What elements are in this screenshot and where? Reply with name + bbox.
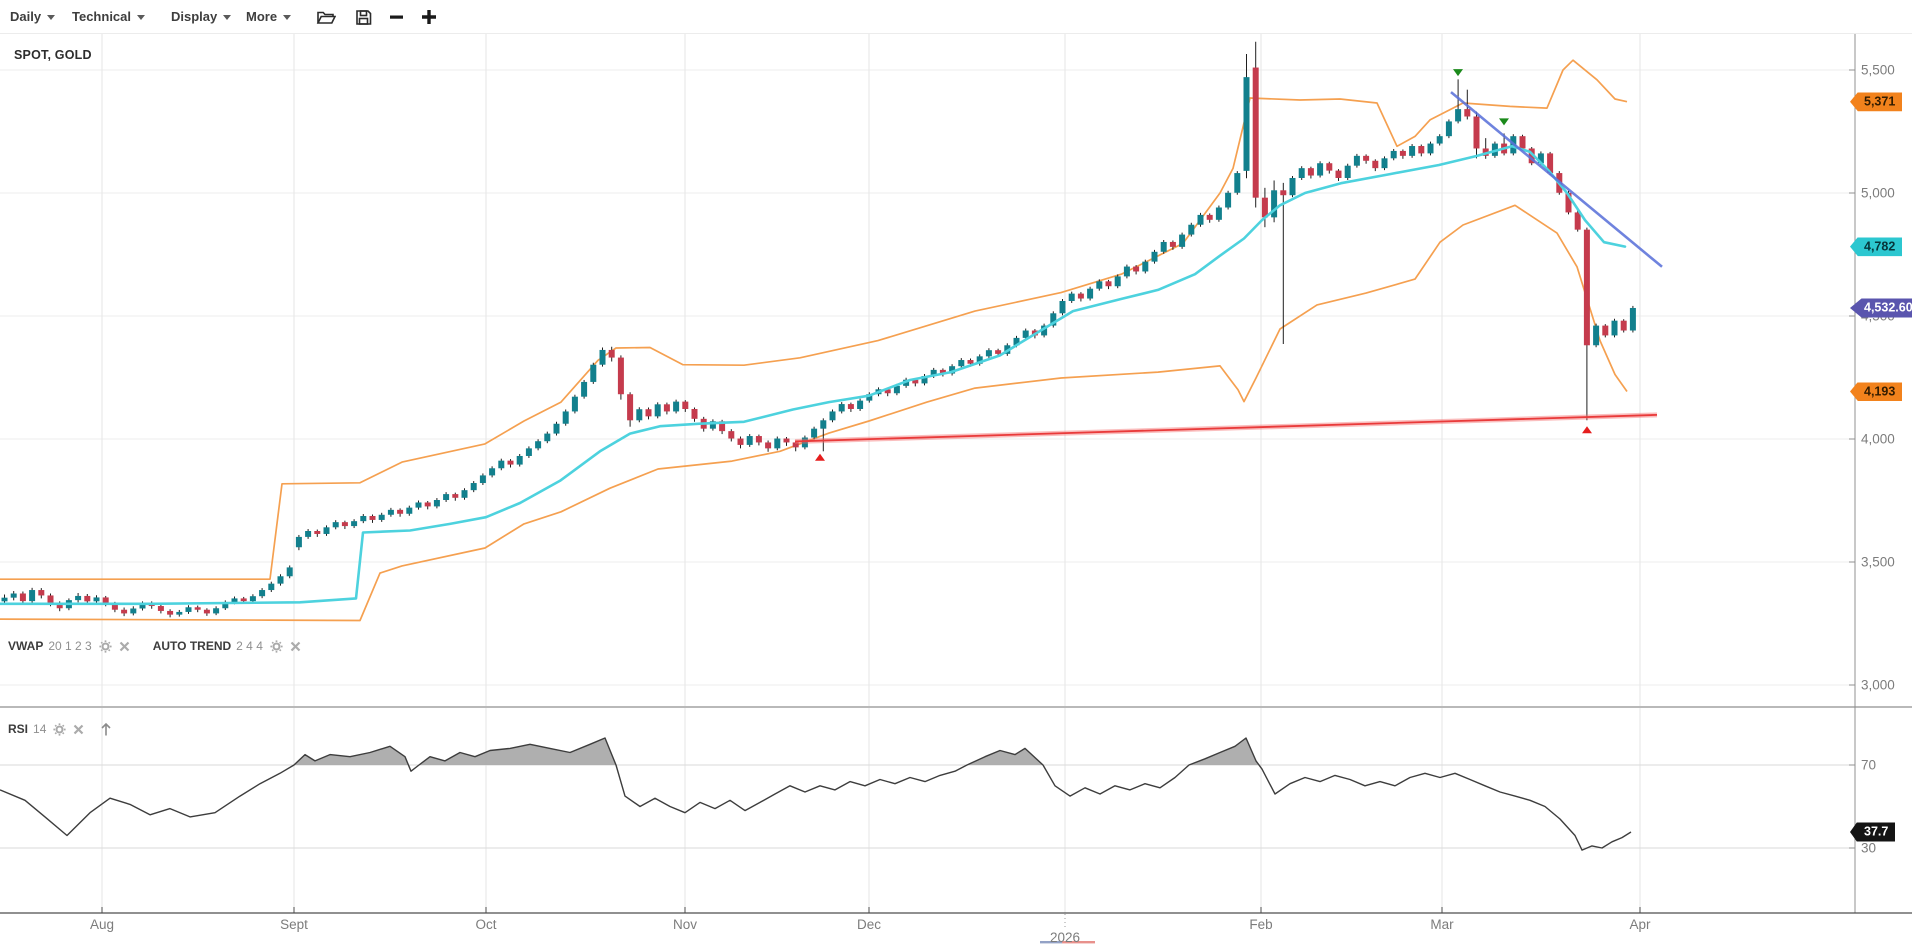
rsi-value-badge: 37.7 [1850, 822, 1896, 842]
sell-marker-icon [1453, 69, 1463, 77]
chevron-down-icon [283, 15, 292, 20]
x-axis-month-label: Sept [280, 917, 308, 932]
vwap-upper-band-line [0, 59, 1628, 581]
vwap-indicator-label: VWAP 20 1 2 3 [8, 639, 137, 653]
vwap-name: VWAP [8, 639, 44, 653]
save-icon[interactable] [350, 4, 376, 30]
zoom-out-icon[interactable] [383, 4, 409, 30]
upper-band-value-badge: 5,371 [1850, 92, 1903, 112]
timeframe-menu[interactable]: Daily [10, 0, 56, 33]
close-icon[interactable] [119, 641, 130, 652]
timeline-scrollbar[interactable] [1040, 941, 1062, 944]
gridlines [0, 32, 1912, 913]
auto-trend-indicator-label: AUTO TREND 2 4 4 [153, 639, 308, 653]
vwap-params: 20 1 2 3 [48, 639, 92, 653]
chevron-down-icon [223, 15, 232, 20]
display-menu-label: Display [171, 9, 218, 24]
close-icon[interactable] [290, 641, 301, 652]
close-icon[interactable] [73, 724, 84, 735]
symbol-label: SPOT, GOLD [14, 48, 92, 62]
last-price-badge: 4,532.600 [1850, 298, 1912, 318]
timeline-scrollbar[interactable] [1062, 941, 1095, 944]
x-axis-year-label: 2026 [1049, 930, 1081, 945]
technical-menu[interactable]: Technical [72, 0, 146, 33]
more-menu-label: More [246, 9, 278, 24]
x-axis-month-label: Nov [672, 917, 698, 932]
x-axis-month-label: Dec [856, 917, 882, 932]
support-trend-line [794, 413, 1658, 443]
rsi-axis-label: 30 [1861, 840, 1877, 856]
trend-signal-markers [815, 69, 1592, 461]
resistance-trend-line [1450, 91, 1663, 268]
vwap-value-badge: 4,782 [1850, 237, 1903, 257]
technical-menu-label: Technical [72, 9, 132, 24]
more-menu[interactable]: More [246, 0, 292, 33]
open-icon[interactable] [313, 4, 339, 30]
toolbar: Daily Technical Display More [0, 0, 1912, 34]
x-axis-month-label: Aug [89, 917, 115, 932]
x-axis-month-label: Mar [1430, 917, 1454, 932]
price-axis-label: 4,000 [1861, 431, 1895, 447]
rsi-axis-label: 70 [1861, 757, 1877, 773]
buy-marker-icon [1582, 426, 1592, 434]
lower-band-value-badge: 4,193 [1850, 382, 1903, 402]
rsi-indicator-row: RSI 14 [8, 721, 136, 737]
zoom-in-icon[interactable] [416, 4, 442, 30]
auto-trend-params: 2 4 4 [236, 639, 263, 653]
sell-marker-icon [1499, 118, 1509, 126]
chevron-down-icon [137, 15, 146, 20]
chevron-down-icon [47, 15, 56, 20]
rsi-name: RSI [8, 722, 29, 736]
rsi-indicator-label: RSI 14 [8, 721, 120, 737]
x-axis-month-label: Oct [475, 917, 497, 932]
price-axis-label: 3,000 [1861, 677, 1895, 693]
price-axis-label: 3,500 [1861, 554, 1895, 570]
rsi-params: 14 [33, 722, 47, 736]
vwap-lower-band-line [0, 204, 1628, 622]
rsi-plot [0, 737, 1632, 851]
main-indicator-row: VWAP 20 1 2 3 AUTO TREND 2 4 4 [8, 639, 324, 653]
timeframe-menu-label: Daily [10, 9, 42, 24]
display-menu[interactable]: Display [171, 0, 232, 33]
price-axis-label: 5,500 [1861, 62, 1895, 78]
gear-icon[interactable] [270, 639, 283, 653]
candles [1, 41, 1636, 618]
x-axis-month-label: Feb [1249, 917, 1273, 932]
price-axis-label: 5,000 [1861, 185, 1895, 201]
move-up-icon[interactable] [99, 721, 113, 737]
price-plot[interactable] [0, 41, 1663, 622]
x-axis-month-label: Apr [1629, 917, 1651, 932]
vwap-line [0, 145, 1627, 606]
axes [0, 33, 1912, 944]
gear-icon[interactable] [99, 639, 112, 653]
auto-trend-name: AUTO TREND [152, 639, 232, 653]
gear-icon[interactable] [53, 722, 66, 736]
buy-marker-icon [815, 453, 825, 461]
